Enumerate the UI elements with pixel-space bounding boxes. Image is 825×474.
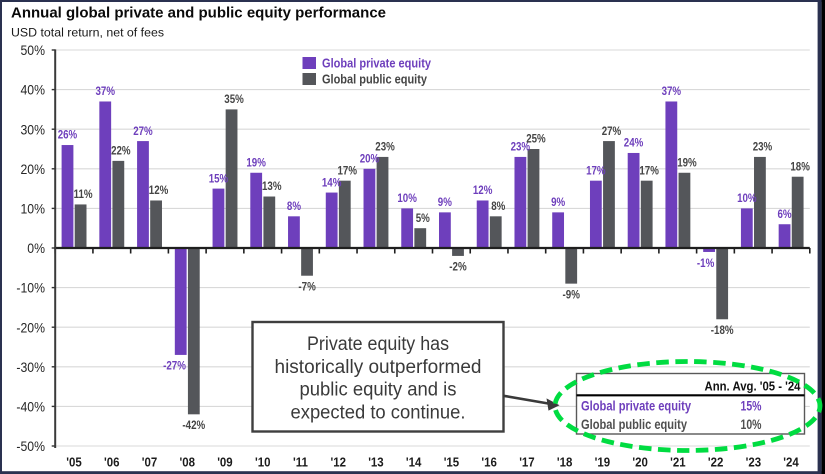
svg-text:Annual global private and publ: Annual global private and public equity … <box>11 5 386 22</box>
svg-text:8%: 8% <box>287 199 301 213</box>
svg-text:-2%: -2% <box>449 260 467 274</box>
svg-text:USD total return, net of fees: USD total return, net of fees <box>11 26 164 40</box>
svg-text:'16: '16 <box>481 455 497 469</box>
svg-text:23%: 23% <box>511 140 531 154</box>
svg-text:'24: '24 <box>783 455 799 469</box>
svg-text:'09: '09 <box>217 455 233 469</box>
svg-text:11%: 11% <box>74 187 93 201</box>
svg-text:historically outperformed: historically outperformed <box>275 357 482 378</box>
svg-text:Private equity has: Private equity has <box>307 334 449 355</box>
svg-text:12%: 12% <box>473 183 493 197</box>
svg-text:'06: '06 <box>104 455 120 469</box>
svg-text:40%: 40% <box>21 82 46 98</box>
svg-text:23%: 23% <box>375 140 395 154</box>
svg-text:12%: 12% <box>149 183 169 197</box>
svg-text:37%: 37% <box>96 84 116 98</box>
svg-text:17%: 17% <box>338 163 358 177</box>
svg-text:25%: 25% <box>526 132 546 146</box>
svg-text:-18%: -18% <box>711 323 734 337</box>
svg-text:Global private equity: Global private equity <box>581 399 691 414</box>
svg-text:10%: 10% <box>397 191 417 205</box>
svg-text:10%: 10% <box>741 417 762 432</box>
svg-text:9%: 9% <box>438 195 452 209</box>
svg-text:-50%: -50% <box>16 438 45 454</box>
svg-text:10%: 10% <box>21 201 46 217</box>
svg-text:'10: '10 <box>255 455 271 469</box>
svg-text:-42%: -42% <box>182 418 205 432</box>
svg-text:'22: '22 <box>708 455 724 469</box>
svg-text:Global public equity: Global public equity <box>322 72 427 86</box>
svg-text:37%: 37% <box>662 84 682 98</box>
svg-text:Global public equity: Global public equity <box>581 417 687 432</box>
svg-text:'17: '17 <box>519 455 535 469</box>
svg-text:-27%: -27% <box>163 359 186 373</box>
svg-text:Ann. Avg. '05 - '24: Ann. Avg. '05 - '24 <box>705 380 801 394</box>
svg-text:14%: 14% <box>322 175 342 189</box>
svg-text:-40%: -40% <box>16 399 45 415</box>
svg-text:35%: 35% <box>224 92 244 106</box>
svg-text:5%: 5% <box>416 211 430 225</box>
svg-text:17%: 17% <box>586 163 606 177</box>
svg-text:9%: 9% <box>551 195 565 209</box>
svg-text:18%: 18% <box>790 159 810 173</box>
svg-text:19%: 19% <box>677 156 697 170</box>
svg-text:'07: '07 <box>142 455 158 469</box>
svg-text:23%: 23% <box>753 140 773 154</box>
svg-text:15%: 15% <box>209 171 229 185</box>
svg-text:'12: '12 <box>331 455 347 469</box>
svg-text:27%: 27% <box>602 124 622 138</box>
svg-text:27%: 27% <box>133 124 153 138</box>
svg-text:13%: 13% <box>262 179 282 193</box>
svg-text:22%: 22% <box>111 144 131 158</box>
svg-text:30%: 30% <box>21 121 46 137</box>
svg-text:'11: '11 <box>293 455 308 469</box>
svg-text:'20: '20 <box>632 455 648 469</box>
svg-text:-10%: -10% <box>16 280 45 296</box>
svg-text:19%: 19% <box>246 156 266 170</box>
svg-text:-20%: -20% <box>16 319 45 335</box>
svg-text:17%: 17% <box>639 163 659 177</box>
svg-text:'18: '18 <box>557 455 573 469</box>
svg-text:expected to continue.: expected to continue. <box>291 402 466 423</box>
svg-text:24%: 24% <box>624 136 644 150</box>
svg-text:'19: '19 <box>595 455 611 469</box>
svg-text:15%: 15% <box>741 399 762 414</box>
svg-text:-30%: -30% <box>16 359 45 375</box>
svg-text:6%: 6% <box>778 207 792 221</box>
svg-text:-1%: -1% <box>697 256 715 270</box>
svg-text:'13: '13 <box>368 455 384 469</box>
svg-text:8%: 8% <box>491 199 505 213</box>
svg-text:10%: 10% <box>737 191 757 205</box>
svg-text:Global private equity: Global private equity <box>322 57 431 71</box>
svg-text:'23: '23 <box>746 455 762 469</box>
svg-text:public equity and is: public equity and is <box>300 380 457 401</box>
svg-text:50%: 50% <box>21 42 46 58</box>
svg-text:20%: 20% <box>21 161 46 177</box>
svg-text:'05: '05 <box>66 455 82 469</box>
svg-text:-9%: -9% <box>563 287 581 301</box>
svg-text:0%: 0% <box>27 240 45 256</box>
svg-text:'21: '21 <box>670 455 686 469</box>
svg-text:-7%: -7% <box>298 280 316 294</box>
svg-text:'08: '08 <box>180 455 196 469</box>
svg-text:'15: '15 <box>444 455 460 469</box>
svg-text:26%: 26% <box>58 128 78 142</box>
svg-text:20%: 20% <box>360 152 380 166</box>
svg-text:'14: '14 <box>406 455 422 469</box>
